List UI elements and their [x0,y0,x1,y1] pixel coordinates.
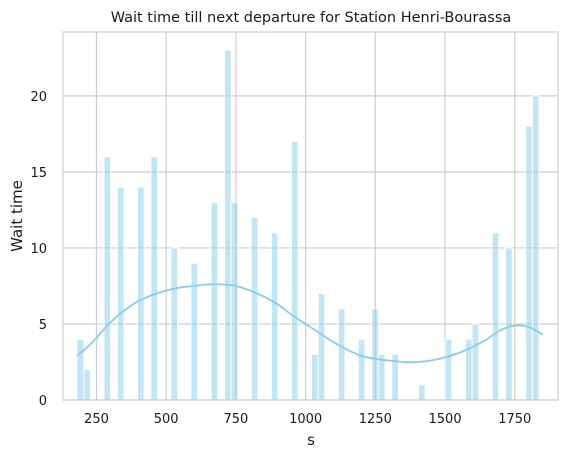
histogram-bar [377,353,386,401]
chart-title: Wait time till next departure for Statio… [111,10,512,26]
histogram-bar [190,262,199,401]
grid [63,32,558,401]
histogram-bar [210,201,219,401]
histogram-bar [290,140,299,401]
histogram-bar [310,353,319,401]
histogram-bar [418,384,426,401]
y-tick-label: 0 [39,394,47,409]
histogram-bar [83,369,92,401]
histogram-bar [505,247,513,401]
histogram-bar [230,201,239,401]
x-tick-label: 1500 [429,412,462,427]
histogram-bar [357,338,366,401]
histogram-bar [223,49,232,401]
histogram-bar [444,338,453,401]
y-tick-label: 20 [30,90,47,105]
y-tick-label: 15 [30,166,47,181]
x-tick-label: 1250 [359,412,392,427]
histogram-bar [491,232,500,401]
y-axis-label: Wait time [8,180,26,252]
y-tick-label: 10 [30,242,47,257]
histogram-bar [150,156,159,401]
histogram-bar [270,232,279,401]
histogram-bar [317,293,326,401]
x-tick-label: 500 [154,412,179,427]
x-tick-label: 1000 [289,412,322,427]
histogram-bar [371,308,379,401]
histogram-bar [103,156,112,401]
x-tick-label: 250 [84,412,109,427]
histogram-bar [525,125,533,401]
histogram-bar [531,95,540,401]
histogram-bar [116,186,125,401]
y-tick-label: 5 [39,318,47,333]
plot-frame [62,31,559,401]
histogram-bar [337,308,346,401]
histogram-bar [471,323,480,401]
histogram-bar [136,186,145,401]
histogram-bar [76,338,85,401]
x-tick-label: 750 [223,412,248,427]
x-tick-labels: 250 500 750 1000 1250 1500 1750 [84,412,531,427]
x-axis-label: s [307,431,315,449]
x-tick-label: 1750 [498,412,531,427]
y-tick-labels: 0 5 10 15 20 [30,90,47,409]
kde-curve [76,283,544,364]
histogram-bar [170,247,179,401]
histogram-bar [250,217,259,401]
